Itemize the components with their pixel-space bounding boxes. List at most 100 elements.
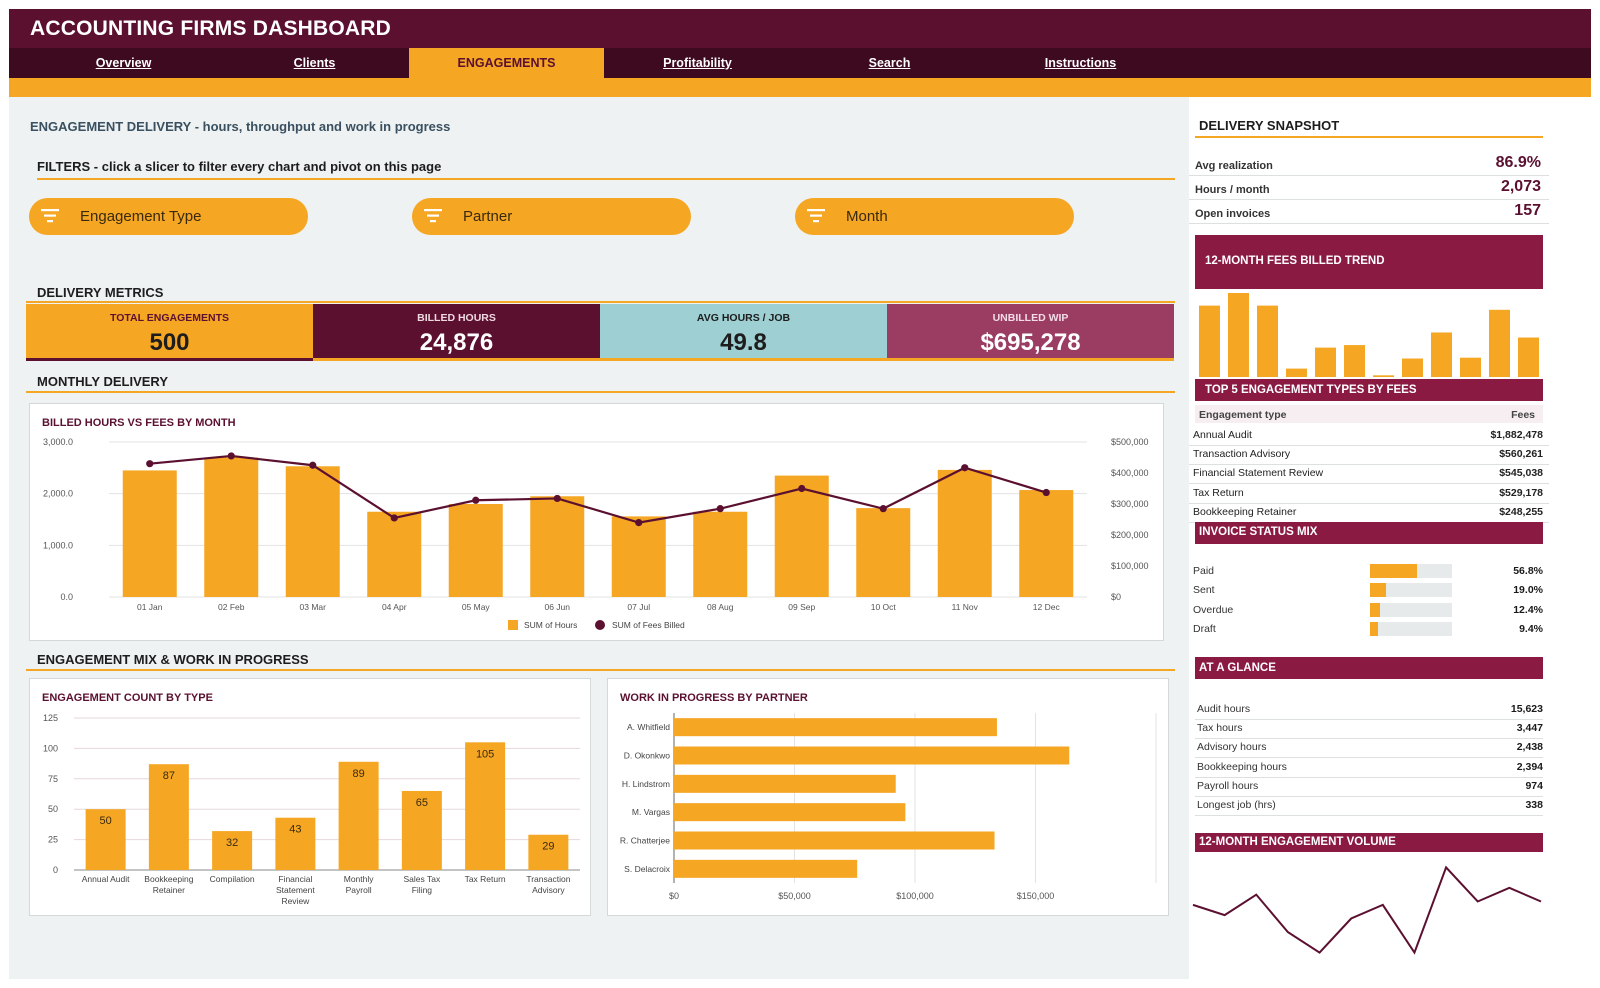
top5-fees: $545,038	[1499, 467, 1543, 480]
x-tick-label: 12 Dec	[1033, 602, 1061, 612]
tab-profitability[interactable]: Profitability	[663, 56, 732, 70]
kpi-value: 24,876	[419, 329, 494, 356]
glance-row: Tax hours 3,447	[1197, 722, 1543, 738]
invoice-status-pct: 56.8%	[1513, 565, 1543, 577]
tab-overview[interactable]: Overview	[95, 56, 152, 70]
trend-bar	[1257, 305, 1278, 377]
count-bar	[465, 742, 506, 870]
top5-fees: $248,255	[1499, 505, 1543, 518]
count-bar	[148, 764, 189, 870]
filter-icon	[41, 209, 59, 223]
x-tick-label: 06 Jun	[544, 602, 570, 612]
slicer-month[interactable]: Month	[795, 198, 1074, 235]
kpi-value: 500	[149, 329, 190, 356]
x-tick-label: Retainer	[153, 885, 185, 895]
slicer-engagement-type[interactable]: Engagement Type	[29, 198, 308, 235]
kpi-label: UNBILLED WIP	[992, 312, 1069, 324]
snapshot-row: Hours / month 2,073	[1195, 178, 1541, 196]
x-tick-label: Statement	[276, 885, 315, 895]
snapshot-heading: DELIVERY SNAPSHOT	[1199, 118, 1340, 133]
glance-label: Bookkeeping hours	[1197, 760, 1287, 773]
x-tick-label: 07 Jul	[627, 602, 650, 612]
x-tick-label: $50,000	[778, 891, 811, 901]
slicer-partner[interactable]: Partner	[412, 198, 691, 235]
volume-heading: 12-MONTH ENGAGEMENT VOLUME	[1199, 836, 1396, 848]
x-tick-label: Tax Return	[465, 874, 506, 884]
invoice-bar-fill	[1370, 583, 1386, 598]
kpi-label: TOTAL ENGAGEMENTS	[109, 312, 229, 324]
count-chart-title: ENGAGEMENT COUNT BY TYPE	[42, 692, 213, 704]
hours-bar	[530, 496, 585, 597]
x-tick-label: Filing	[412, 885, 433, 895]
nav-bar: Overview Clients ENGAGEMENTS Profitabili…	[9, 48, 1591, 78]
trend-bar	[1344, 345, 1365, 377]
count-chart-card: ENGAGEMENT COUNT BY TYPE 0 25 50 75 100 125 50…	[29, 678, 591, 916]
hours-bar	[693, 511, 748, 597]
y-tick-label: 100	[43, 743, 58, 753]
y2-tick-label: $100,000	[1111, 561, 1149, 571]
combo-chart: 0.0 1,000.0 2,000.0 3,000.0 $0 $100,000 $200,0…	[43, 437, 1149, 630]
legend-hours-label: SUM of Hours	[524, 620, 577, 630]
top5-col-fees: Fees	[1511, 409, 1535, 421]
hours-bar	[285, 466, 340, 597]
count-bar-label: 32	[226, 837, 238, 849]
y-tick-label: H. Lindstrom	[622, 779, 670, 789]
glance-value: 338	[1525, 799, 1543, 811]
snapshot-value: 2,073	[1500, 178, 1541, 195]
legend-fees-label: SUM of Fees Billed	[612, 620, 685, 630]
metrics-rule	[26, 301, 1175, 303]
wip-bar	[674, 831, 995, 850]
count-bar-label: 87	[163, 770, 175, 782]
glance-header: AT A GLANCE	[1195, 657, 1543, 679]
page-heading: ENGAGEMENT DELIVERY - hours, throughput …	[30, 119, 451, 134]
glance-label: Payroll hours	[1197, 779, 1259, 792]
wip-bar	[674, 718, 997, 737]
slicer-label: Partner	[463, 208, 513, 225]
glance-row: Longest job (hrs) 338	[1197, 799, 1543, 815]
count-bar-label: 43	[289, 824, 301, 836]
top5-type: Financial Statement Review	[1193, 467, 1324, 480]
snapshot-row: Open invoices 157	[1195, 202, 1541, 220]
y-tick-label: D. Okonkwo	[624, 751, 671, 761]
kpi-tile: UNBILLED WIP $695,278	[887, 304, 1174, 361]
mix-heading: ENGAGEMENT MIX & WORK IN PROGRESS	[37, 652, 309, 667]
row-separator	[1189, 445, 1549, 446]
glance-label: Audit hours	[1197, 703, 1251, 715]
tab-search[interactable]: Search	[868, 56, 911, 70]
y-tick-label: R. Chatterjee	[620, 836, 670, 846]
hours-bar	[204, 457, 259, 597]
invoice-bar-fill	[1370, 564, 1417, 578]
y2-tick-label: $300,000	[1111, 499, 1149, 509]
hours-bar	[611, 516, 666, 597]
wip-bar	[674, 859, 858, 878]
glance-row: Payroll hours 974	[1197, 779, 1543, 796]
hours-bar	[1019, 490, 1074, 597]
invoice-status-pct: 12.4%	[1513, 603, 1543, 616]
tab-engagements[interactable]: ENGAGEMENTS	[409, 48, 604, 78]
x-tick-label: 10 Oct	[871, 602, 897, 612]
count-bar	[212, 831, 253, 870]
legend-hours-swatch	[508, 620, 518, 630]
invoice-status-pct: 19.0%	[1513, 584, 1543, 597]
tab-clients[interactable]: Clients	[293, 56, 336, 70]
monthly-heading: MONTHLY DELIVERY	[37, 374, 168, 389]
tab-instructions[interactable]: Instructions	[1044, 56, 1117, 70]
filter-icon	[424, 209, 442, 223]
filter-icon	[807, 209, 825, 223]
right-panel: DELIVERY SNAPSHOT Avg realization 86.9% Ho…	[1189, 97, 1591, 979]
x-tick-label: Sales Tax	[404, 874, 441, 884]
count-bar	[338, 761, 379, 870]
snapshot-row: Avg realization 86.9%	[1195, 154, 1541, 172]
x-tick-label: 11 Nov	[952, 602, 979, 612]
invoice-row: Paid 56.8%	[1193, 564, 1543, 580]
x-tick-label: 02 Feb	[218, 602, 245, 612]
row-separator	[1195, 757, 1543, 759]
top5-type: Annual Audit	[1193, 429, 1252, 441]
glance-heading: AT A GLANCE	[1199, 662, 1276, 674]
kpi-tile: AVG HOURS / JOB 49.8	[600, 304, 887, 361]
monthly-rule	[26, 391, 1175, 393]
x-tick-label: Advisory	[532, 885, 565, 895]
glance-label: Advisory hours	[1197, 741, 1267, 754]
trend-bar	[1199, 305, 1220, 377]
invoice-bar-track	[1370, 602, 1452, 617]
